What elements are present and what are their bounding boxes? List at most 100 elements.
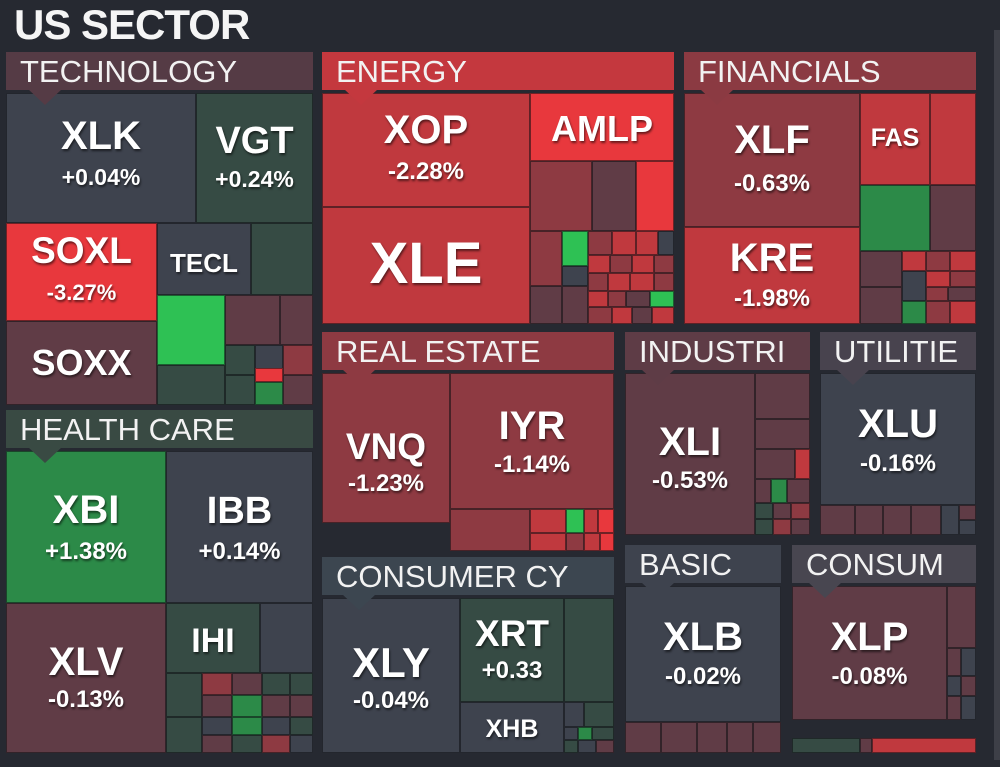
- tile-small[interactable]: [926, 301, 950, 324]
- tile-small[interactable]: [632, 307, 652, 324]
- tile-small[interactable]: [650, 291, 674, 307]
- tile-amlp[interactable]: AMLP: [530, 93, 674, 161]
- tile-small[interactable]: [564, 740, 578, 753]
- tile-small[interactable]: [791, 519, 810, 535]
- tile-xlb[interactable]: XLB -0.02%: [625, 586, 781, 722]
- tile-small[interactable]: [166, 673, 202, 717]
- tile-small[interactable]: [755, 419, 810, 449]
- tile-small[interactable]: [753, 722, 781, 753]
- tile-small[interactable]: [290, 673, 313, 695]
- tile-small[interactable]: [530, 509, 566, 533]
- tile-small[interactable]: [166, 717, 202, 753]
- tile-small[interactable]: [262, 735, 290, 753]
- tile-xle[interactable]: XLE: [322, 207, 530, 324]
- tile-small[interactable]: [598, 509, 614, 533]
- tile-xrt[interactable]: XRT +0.33: [460, 598, 564, 702]
- tile-small[interactable]: [654, 273, 674, 291]
- tile-small[interactable]: [902, 251, 926, 271]
- sector-health-care[interactable]: HEALTH CARE: [6, 410, 313, 463]
- tile-small[interactable]: [625, 722, 661, 753]
- tile-small[interactable]: [600, 533, 614, 551]
- tile-small[interactable]: [727, 722, 753, 753]
- tile-small[interactable]: [578, 727, 592, 740]
- tile-small[interactable]: [632, 255, 654, 273]
- tile-small[interactable]: [652, 307, 674, 324]
- tile-small[interactable]: [654, 255, 674, 273]
- tile-iyr[interactable]: IYR -1.14%: [450, 373, 614, 509]
- sector-financials[interactable]: FINANCIALS: [684, 52, 976, 105]
- tile-small[interactable]: [795, 449, 810, 479]
- tile-small[interactable]: [658, 231, 674, 255]
- tile-small[interactable]: [562, 231, 588, 266]
- tile-small[interactable]: [530, 231, 562, 286]
- tile-small[interactable]: [260, 603, 313, 673]
- tile-xbi[interactable]: XBI +1.38%: [6, 451, 166, 603]
- tile-small[interactable]: [926, 287, 948, 301]
- tile-small[interactable]: [860, 251, 902, 287]
- tile-small[interactable]: [584, 509, 598, 533]
- tile-small[interactable]: [930, 93, 976, 185]
- tile-small[interactable]: [290, 695, 313, 717]
- tile-small[interactable]: [232, 673, 262, 695]
- tile-small[interactable]: [636, 231, 658, 255]
- sector-consumer-cyclical[interactable]: CONSUMER CY: [322, 557, 614, 610]
- tile-small[interactable]: [232, 717, 262, 735]
- tile-small[interactable]: [202, 695, 232, 717]
- tile-small[interactable]: [755, 479, 771, 503]
- tile-small[interactable]: [530, 286, 562, 324]
- tile-small[interactable]: [961, 676, 976, 696]
- sector-real-estate[interactable]: REAL ESTATE: [322, 332, 614, 385]
- tile-small[interactable]: [883, 505, 911, 535]
- tile-small[interactable]: [564, 598, 614, 702]
- tile-small[interactable]: [262, 695, 290, 717]
- sector-industrials[interactable]: INDUSTRI: [625, 332, 810, 385]
- tile-xly[interactable]: XLY -0.04%: [322, 598, 460, 753]
- tile-small[interactable]: [562, 286, 588, 324]
- tile-small[interactable]: [792, 738, 860, 753]
- tile-small[interactable]: [283, 345, 313, 375]
- tile-small[interactable]: [950, 251, 976, 271]
- tile-small[interactable]: [262, 673, 290, 695]
- tile-small[interactable]: [755, 449, 795, 479]
- tile-small[interactable]: [588, 231, 612, 255]
- tile-small[interactable]: [959, 520, 976, 535]
- tile-small[interactable]: [626, 291, 650, 307]
- tile-small[interactable]: [860, 185, 930, 251]
- tile-vnq[interactable]: VNQ -1.23%: [322, 373, 450, 523]
- tile-small[interactable]: [530, 161, 592, 231]
- tile-small[interactable]: [450, 509, 530, 551]
- tile-small[interactable]: [564, 727, 578, 740]
- tile-small[interactable]: [530, 533, 566, 551]
- tile-small[interactable]: [926, 251, 950, 271]
- sector-energy[interactable]: ENERGY: [322, 52, 674, 105]
- tile-small[interactable]: [961, 648, 976, 676]
- tile-small[interactable]: [950, 301, 976, 324]
- tile-small[interactable]: [157, 295, 225, 365]
- tile-small[interactable]: [755, 373, 810, 419]
- tile-small[interactable]: [588, 255, 610, 273]
- tile-small[interactable]: [225, 295, 280, 345]
- tile-small[interactable]: [872, 738, 976, 753]
- tile-small[interactable]: [950, 271, 976, 287]
- tile-small[interactable]: [262, 717, 290, 735]
- tile-small[interactable]: [283, 375, 313, 405]
- tile-small[interactable]: [584, 702, 614, 727]
- tile-small[interactable]: [860, 287, 902, 324]
- sector-technology[interactable]: TECHNOLOGY: [6, 52, 313, 105]
- tile-tecl[interactable]: TECL: [157, 223, 251, 295]
- tile-small[interactable]: [820, 505, 855, 535]
- tile-small[interactable]: [588, 273, 608, 291]
- sector-utilities[interactable]: UTILITIE: [820, 332, 976, 385]
- tile-small[interactable]: [566, 533, 584, 551]
- tile-small[interactable]: [202, 673, 232, 695]
- tile-ihi[interactable]: IHI: [166, 603, 260, 673]
- tile-small[interactable]: [588, 307, 612, 324]
- tile-small[interactable]: [947, 696, 961, 720]
- tile-small[interactable]: [225, 375, 255, 405]
- tile-small[interactable]: [902, 271, 926, 301]
- tile-small[interactable]: [592, 161, 636, 231]
- tile-soxl[interactable]: SOXL -3.27%: [6, 223, 157, 321]
- tile-xlf[interactable]: XLF -0.63%: [684, 93, 860, 227]
- tile-small[interactable]: [773, 519, 791, 535]
- tile-ibb[interactable]: IBB +0.14%: [166, 451, 313, 603]
